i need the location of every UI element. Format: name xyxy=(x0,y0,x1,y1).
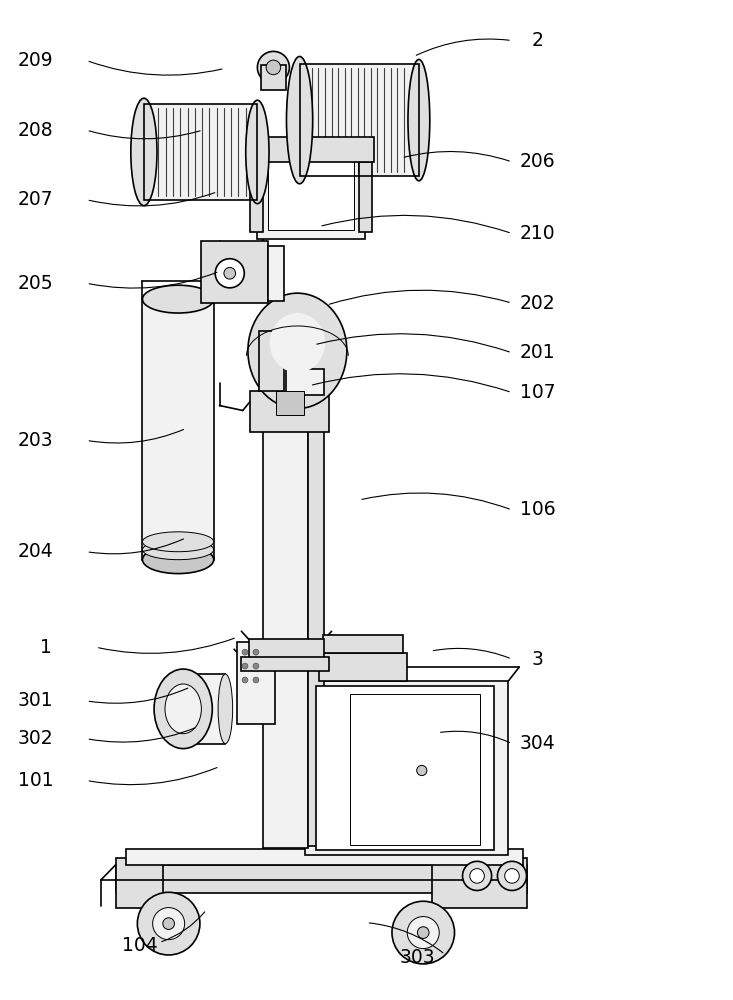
Circle shape xyxy=(498,861,526,890)
Ellipse shape xyxy=(248,293,347,409)
Text: 101: 101 xyxy=(18,771,54,790)
Bar xyxy=(287,369,324,395)
Text: 2: 2 xyxy=(531,31,543,50)
Text: 107: 107 xyxy=(520,383,556,402)
Circle shape xyxy=(416,765,427,776)
Bar xyxy=(248,137,374,162)
Text: 304: 304 xyxy=(520,734,556,753)
Bar xyxy=(183,674,225,744)
Ellipse shape xyxy=(246,100,269,204)
Bar xyxy=(248,639,324,661)
Bar xyxy=(116,865,526,893)
Circle shape xyxy=(253,677,259,683)
Bar xyxy=(116,858,163,908)
Text: 210: 210 xyxy=(520,224,556,243)
Ellipse shape xyxy=(142,540,214,560)
Ellipse shape xyxy=(142,532,214,552)
Bar xyxy=(300,64,419,176)
Bar xyxy=(127,849,523,865)
Ellipse shape xyxy=(270,313,325,373)
Bar xyxy=(300,64,419,176)
Circle shape xyxy=(463,861,492,890)
Bar xyxy=(350,694,480,845)
Text: 302: 302 xyxy=(18,729,54,748)
Bar xyxy=(201,241,268,303)
Circle shape xyxy=(216,259,244,288)
Ellipse shape xyxy=(142,546,214,574)
Bar xyxy=(144,104,257,200)
Bar xyxy=(309,426,324,846)
Bar xyxy=(432,858,526,908)
Text: 301: 301 xyxy=(18,691,54,710)
Bar xyxy=(263,425,309,848)
Text: 207: 207 xyxy=(18,190,54,209)
Text: 201: 201 xyxy=(520,343,556,362)
Ellipse shape xyxy=(142,285,214,313)
Bar xyxy=(319,653,407,681)
Bar xyxy=(144,104,257,200)
Bar xyxy=(259,331,284,391)
Bar xyxy=(261,65,286,90)
Circle shape xyxy=(137,892,200,955)
Bar xyxy=(268,160,354,230)
Bar xyxy=(359,162,372,232)
Bar xyxy=(142,299,214,560)
Text: 3: 3 xyxy=(531,650,543,669)
Circle shape xyxy=(163,918,174,929)
Text: 206: 206 xyxy=(520,152,556,171)
Ellipse shape xyxy=(154,669,213,749)
Ellipse shape xyxy=(165,684,202,734)
Text: 208: 208 xyxy=(18,121,54,140)
Circle shape xyxy=(392,901,454,964)
Bar xyxy=(305,681,509,855)
Text: 202: 202 xyxy=(520,294,556,313)
Bar xyxy=(276,391,304,415)
Bar xyxy=(257,152,365,239)
Ellipse shape xyxy=(408,59,430,181)
Circle shape xyxy=(242,663,248,669)
Bar xyxy=(250,391,328,432)
Circle shape xyxy=(417,927,429,938)
Text: 303: 303 xyxy=(399,948,435,967)
Bar xyxy=(241,657,328,671)
Circle shape xyxy=(470,869,485,883)
Bar xyxy=(323,635,403,653)
Text: 205: 205 xyxy=(18,274,54,293)
Bar xyxy=(316,686,494,850)
Ellipse shape xyxy=(218,674,232,744)
Bar xyxy=(237,642,275,724)
Circle shape xyxy=(224,267,235,279)
Circle shape xyxy=(266,60,281,75)
Bar xyxy=(268,246,284,301)
Text: 106: 106 xyxy=(520,500,556,519)
Circle shape xyxy=(242,649,248,655)
Circle shape xyxy=(257,51,290,83)
Circle shape xyxy=(152,908,185,940)
Bar xyxy=(250,162,263,232)
Circle shape xyxy=(505,869,519,883)
Text: 1: 1 xyxy=(40,638,52,657)
Text: 204: 204 xyxy=(18,542,54,561)
Text: 104: 104 xyxy=(122,936,158,955)
Ellipse shape xyxy=(130,98,157,206)
Ellipse shape xyxy=(287,56,313,184)
Circle shape xyxy=(253,663,259,669)
Text: 203: 203 xyxy=(18,431,54,450)
Circle shape xyxy=(408,917,439,949)
Circle shape xyxy=(253,649,259,655)
Text: 209: 209 xyxy=(18,51,54,70)
Circle shape xyxy=(242,677,248,683)
